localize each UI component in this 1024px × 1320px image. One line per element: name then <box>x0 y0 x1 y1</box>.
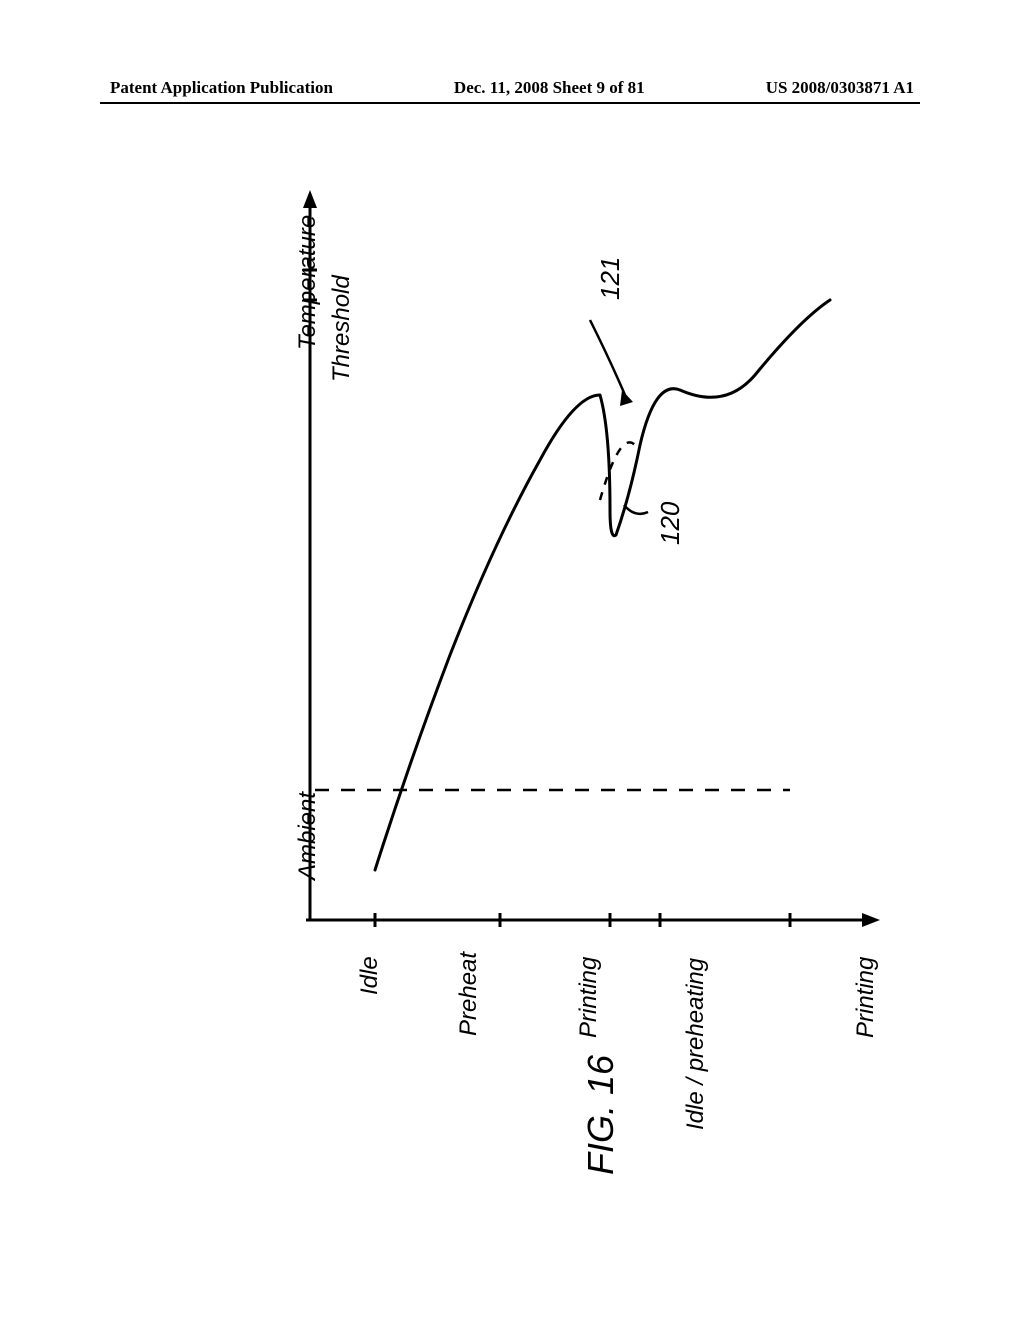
callout-121: 121 <box>595 257 626 300</box>
x-label-printing1: Printing <box>575 957 603 1038</box>
header-center: Dec. 11, 2008 Sheet 9 of 81 <box>454 78 645 98</box>
x-label-idle-preheating: Idle / preheating <box>682 958 710 1130</box>
page-header: Patent Application Publication Dec. 11, … <box>0 78 1024 98</box>
header-rule <box>100 102 920 104</box>
y-label-ambient: Ambient <box>294 792 322 880</box>
y-label-temperature: Temperature <box>294 215 322 350</box>
figure-caption: FIG. 16 <box>580 1055 622 1175</box>
header-left: Patent Application Publication <box>110 78 333 98</box>
x-label-preheat: Preheat <box>455 952 483 1036</box>
x-label-idle: Idle <box>356 956 384 995</box>
figure-svg <box>100 150 920 1200</box>
x-label-printing2: Printing <box>852 957 880 1038</box>
callout-120: 120 <box>655 502 686 545</box>
header-right: US 2008/0303871 A1 <box>766 78 914 98</box>
y-label-threshold: Threshold <box>328 275 356 382</box>
figure-area: Temperature Threshold Ambient Idle Prehe… <box>100 150 920 1200</box>
